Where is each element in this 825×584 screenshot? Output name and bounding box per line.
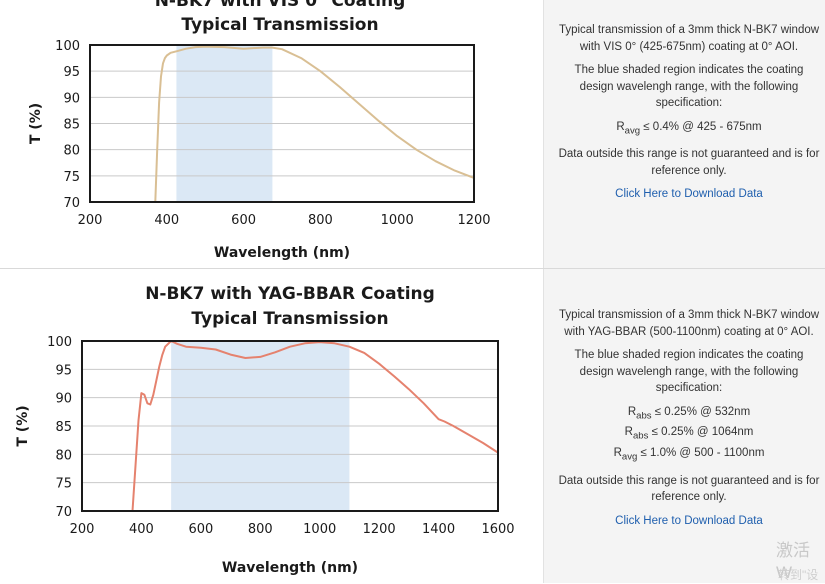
x-axis-label: Wavelength (nm): [222, 560, 358, 576]
spec-symbol: R: [624, 426, 633, 439]
plot-frame: [89, 44, 475, 203]
y-tick-label: 90: [55, 392, 72, 407]
y-tick-label: 80: [55, 448, 72, 463]
shade-note-text: The blue shaded region indicates the coa…: [574, 349, 804, 394]
download-data-link[interactable]: Click Here to Download Data: [615, 514, 763, 527]
chart-title: N-BK7 with YAG-BBAR Coating: [145, 284, 435, 304]
download-data-link[interactable]: Click Here to Download Data: [615, 188, 763, 201]
spec-subscript: abs: [636, 409, 652, 421]
chart-title: N-BK7 with VIS 0° Coating: [155, 0, 406, 11]
y-axis-label: T (%): [15, 405, 31, 446]
spec-symbol: R: [627, 405, 637, 418]
info-text-vis: Typical transmission of a 3mm thick N-BK…: [558, 22, 820, 210]
y-tick-label: 100: [55, 39, 80, 54]
chart-cell-vis: 70 75 80 85 90 95 100 200 400 600 800 1000 1200 N-BK7…: [0, 0, 543, 268]
x-tick-label: 200: [78, 213, 103, 228]
spec-subscript: avg: [621, 451, 638, 463]
x-tick-label: 400: [154, 213, 179, 228]
x-tick-label: 1000: [381, 213, 414, 228]
y-tick-label: 75: [55, 477, 72, 492]
y-tick-label: 70: [63, 196, 80, 211]
x-tick-label: 200: [70, 522, 95, 537]
y-tick-label: 90: [63, 91, 80, 106]
chart-cell-yag: 70 75 80 85 90 95 100 200 400 600 800 1000 1200 1400 1…: [0, 269, 543, 583]
spec-symbol: R: [613, 447, 622, 460]
activation-watermark-sub: 转到"设: [778, 568, 819, 582]
x-axis-label: Wavelength (nm): [214, 245, 350, 261]
x-tick-label: 800: [308, 213, 333, 228]
transmission-chart-yag: 70 75 80 85 90 95 100 200 400 600 800 1000 1200 1400 1…: [15, 284, 515, 576]
spec-line: Ravg ≤ 1.0% @ 500 - 1100nm: [558, 445, 820, 466]
x-tick-label: 1400: [422, 522, 455, 537]
x-tick-label: 1200: [457, 213, 490, 228]
info-text-yag: Typical transmission of a 3mm thick N-BK…: [558, 307, 820, 536]
description-text: Typical transmission of a 3mm thick N-BK…: [558, 24, 820, 53]
y-tick-label: 80: [63, 144, 80, 159]
description-text: Typical transmission of a 3mm thick N-BK…: [558, 309, 820, 338]
y-tick-label: 85: [63, 118, 80, 133]
spec-value: ≤ 1.0% @ 500 - 1100nm: [637, 447, 765, 460]
info-panel-vis: Typical transmission of a 3mm thick N-BK…: [543, 0, 825, 268]
x-tick-label: 1200: [363, 522, 396, 537]
x-tick-label: 400: [129, 522, 154, 537]
shade-note-text: The blue shaded region indicates the coa…: [574, 64, 804, 109]
y-tick-label: 95: [63, 65, 80, 80]
transmission-line: [131, 340, 499, 512]
y-axis-label: T (%): [28, 103, 44, 144]
chart-row-yag: 70 75 80 85 90 95 100 200 400 600 800 1000 1200 1400 1…: [0, 268, 825, 583]
spec-value: ≤ 0.25% @ 532nm: [651, 405, 751, 418]
x-tick-label: 600: [188, 522, 213, 537]
info-panel-yag: Typical transmission of a 3mm thick N-BK…: [543, 269, 825, 583]
spec-subscript: abs: [632, 430, 649, 442]
disclaimer-text: Data outside this range is not guarantee…: [558, 148, 820, 177]
y-tick-label: 95: [55, 363, 72, 378]
disclaimer-text: Data outside this range is not guarantee…: [558, 474, 820, 504]
y-tick-label: 75: [63, 170, 80, 185]
y-tick-label: 70: [55, 505, 72, 520]
y-tick-label: 85: [55, 420, 72, 435]
spec-list: Ravg ≤ 0.4% @ 425 - 675nm: [558, 119, 820, 140]
activation-watermark: 激活 W: [776, 541, 810, 582]
x-tick-label: 600: [231, 213, 256, 228]
x-tick-label: 1600: [481, 522, 514, 537]
x-tick-label: 1000: [303, 522, 336, 537]
spec-line: Ravg ≤ 0.4% @ 425 - 675nm: [558, 119, 820, 140]
spec-list: Rabs ≤ 0.25% @ 532nm Rabs ≤ 0.25% @ 1064…: [558, 404, 820, 466]
chart-subtitle: Typical Transmission: [191, 309, 388, 329]
spec-value: ≤ 0.25% @ 1064nm: [648, 426, 754, 439]
spec-symbol: R: [616, 120, 625, 133]
spec-subscript: avg: [624, 124, 641, 136]
chart-subtitle: Typical Transmission: [181, 15, 378, 35]
transmission-chart-vis: 70 75 80 85 90 95 100 200 400 600 800 1000 1200 N-BK7…: [28, 0, 491, 261]
y-tick-label: 100: [47, 335, 72, 350]
plot-frame: [81, 340, 499, 512]
chart-row-vis: 70 75 80 85 90 95 100 200 400 600 800 1000 1200 N-BK7…: [0, 0, 825, 268]
transmission-line: [154, 45, 475, 203]
spec-line: Rabs ≤ 0.25% @ 532nm: [558, 404, 820, 425]
spec-value: ≤ 0.4% @ 425 - 675nm: [640, 120, 762, 133]
x-tick-label: 800: [248, 522, 273, 537]
spec-line: Rabs ≤ 0.25% @ 1064nm: [558, 424, 820, 445]
